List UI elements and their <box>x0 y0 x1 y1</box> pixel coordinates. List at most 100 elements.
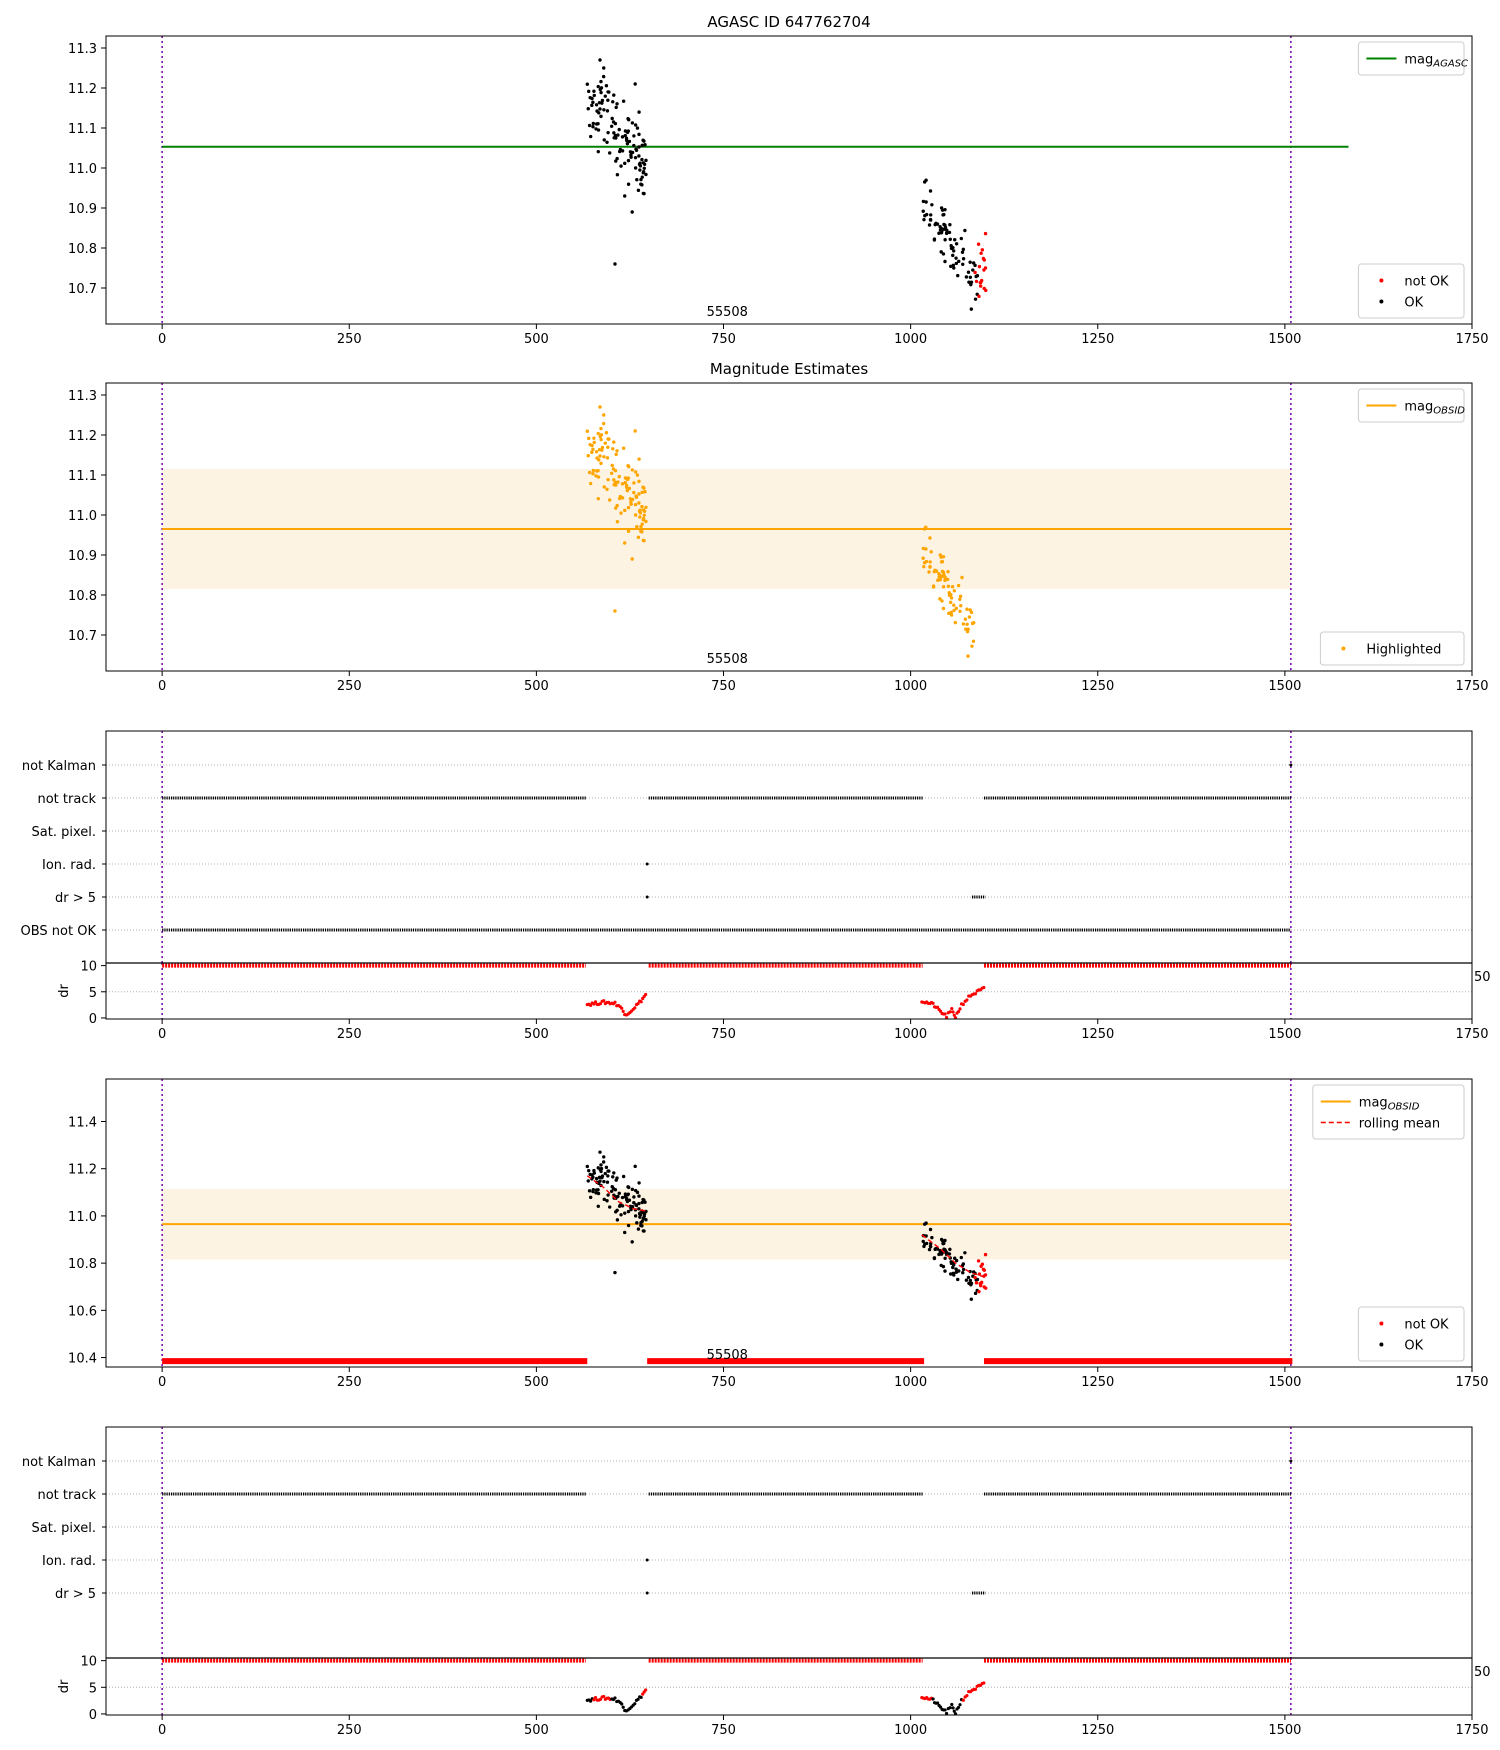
legend-top: magOBSID <box>1357 388 1465 423</box>
data-point <box>971 639 976 644</box>
data-point <box>951 1265 955 1270</box>
data-point <box>600 445 605 450</box>
y-tick-label: 5 <box>89 986 97 1001</box>
data-point <box>948 237 952 242</box>
data-point <box>596 475 601 479</box>
data-point <box>632 1195 636 1199</box>
data-point <box>954 1270 959 1274</box>
data-point <box>949 613 954 617</box>
dr-point <box>965 998 969 1002</box>
data-point <box>599 433 604 437</box>
data-point <box>640 143 644 148</box>
data-point <box>961 262 965 266</box>
data-point <box>612 478 616 482</box>
data-point <box>939 250 943 254</box>
data-point <box>588 95 592 100</box>
data-point <box>943 575 947 579</box>
data-point <box>588 1172 592 1177</box>
data-point <box>621 99 626 103</box>
dr-point <box>948 1706 952 1710</box>
data-point <box>949 264 953 269</box>
data-point <box>594 450 599 454</box>
data-point <box>637 1181 641 1185</box>
data-point <box>966 654 970 658</box>
category-label: Sat. pixel. <box>32 1521 96 1536</box>
data-point <box>587 1189 592 1193</box>
data-point <box>587 89 591 94</box>
data-point <box>644 505 648 510</box>
data-point <box>594 103 599 107</box>
dr-point <box>613 1000 617 1004</box>
data-point <box>961 257 966 261</box>
data-point <box>941 585 946 589</box>
data-point <box>642 509 647 514</box>
data-point <box>928 560 932 564</box>
data-point <box>592 93 596 98</box>
dr-point <box>944 1711 949 1716</box>
data-point <box>620 1204 625 1208</box>
data-point <box>587 123 592 128</box>
dr-point <box>602 999 606 1003</box>
data-point <box>968 260 972 264</box>
data-point <box>945 577 950 582</box>
data-point <box>978 280 982 285</box>
y-tick-label: 11.1 <box>68 469 97 484</box>
data-point <box>961 1267 966 1272</box>
data-point <box>611 1175 615 1179</box>
data-point <box>949 1260 953 1264</box>
data-point <box>956 583 961 588</box>
data-point <box>934 569 939 573</box>
data-point <box>980 1262 985 1266</box>
data-point <box>921 556 925 560</box>
axes-frame <box>105 1078 1473 1368</box>
data-point <box>619 1213 623 1217</box>
data-point <box>927 570 931 574</box>
data-point <box>640 490 644 495</box>
legend-label: not OK <box>1404 275 1449 290</box>
obsid-label: 55508 <box>707 652 748 667</box>
panel-agasc: AGASC ID 647762704 55508 0 250 500 750 1000 125… <box>68 13 1489 347</box>
data-point <box>941 252 946 256</box>
y-tick-label: 0 <box>89 1708 97 1723</box>
x-tick-label: 1250 <box>1081 1375 1114 1390</box>
x-tick-label: 500 <box>524 1723 549 1738</box>
data-point <box>643 1200 647 1204</box>
data-point <box>597 100 602 105</box>
legend-subscript: OBSID <box>1433 406 1465 417</box>
data-point <box>961 622 966 626</box>
data-point <box>924 200 928 204</box>
flag-point <box>645 1558 649 1562</box>
data-point <box>641 1197 645 1202</box>
dr-point <box>598 1697 603 1702</box>
dr-point <box>951 1706 955 1710</box>
data-point <box>644 172 648 177</box>
data-point <box>969 1297 974 1301</box>
data-point <box>954 261 959 266</box>
data-point <box>981 1267 986 1272</box>
data-point <box>947 591 951 595</box>
data-point <box>616 133 620 137</box>
data-point <box>940 599 944 603</box>
legend-label: OK <box>1404 296 1423 311</box>
data-point <box>942 1241 946 1246</box>
data-point <box>615 503 619 508</box>
data-point <box>642 513 646 517</box>
dr-point <box>593 1000 598 1004</box>
data-point <box>587 436 591 441</box>
data-point <box>983 266 988 270</box>
data-point <box>592 89 596 93</box>
panel-estimates: Magnitude Estimates 55508 0 250 500 750 1000 12… <box>68 360 1489 694</box>
data-point <box>630 557 634 561</box>
x-tick-label: 1750 <box>1455 679 1488 694</box>
data-point <box>943 1269 947 1273</box>
data-point <box>633 1164 637 1169</box>
x-tick-label: 750 <box>711 679 736 694</box>
data-point <box>922 217 926 222</box>
data-point <box>614 105 618 110</box>
data-point <box>594 122 599 126</box>
data-point <box>617 496 622 501</box>
data-point <box>605 140 609 145</box>
data-point <box>609 124 614 128</box>
data-point <box>979 251 983 255</box>
data-point <box>623 480 627 485</box>
